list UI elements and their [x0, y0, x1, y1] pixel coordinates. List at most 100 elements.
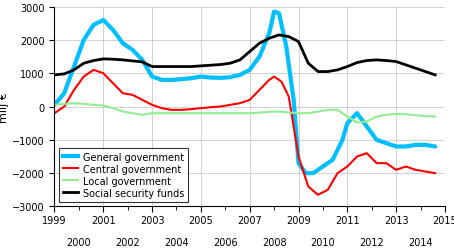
- Central government: [227, 104, 233, 107]
- General government: [81, 39, 87, 42]
- Line: Local government: Local government: [54, 104, 435, 123]
- General government: [237, 74, 243, 77]
- Central government: [130, 94, 135, 97]
- Local government: [276, 111, 282, 114]
- Local government: [384, 114, 389, 117]
- Social security funds: [71, 69, 77, 72]
- Social security funds: [345, 66, 350, 69]
- Central government: [394, 169, 399, 172]
- Local government: [316, 111, 321, 114]
- Social security funds: [91, 60, 96, 63]
- Social security funds: [208, 65, 213, 68]
- Central government: [364, 152, 370, 155]
- Local government: [237, 112, 243, 115]
- Social security funds: [169, 66, 174, 69]
- Central government: [374, 162, 380, 165]
- General government: [271, 11, 277, 14]
- Social security funds: [374, 59, 380, 62]
- Central government: [62, 106, 67, 109]
- Social security funds: [159, 66, 165, 69]
- Social security funds: [218, 64, 223, 67]
- Central government: [110, 82, 116, 85]
- Central government: [208, 106, 213, 109]
- Social security funds: [81, 62, 87, 66]
- Local government: [218, 112, 223, 115]
- Local government: [423, 115, 428, 118]
- Text: 2014: 2014: [408, 237, 433, 247]
- General government: [169, 79, 174, 82]
- Local government: [198, 112, 204, 115]
- Social security funds: [140, 61, 145, 64]
- Social security funds: [52, 74, 57, 77]
- Social security funds: [316, 71, 321, 74]
- Central government: [120, 92, 126, 95]
- Text: 2010: 2010: [311, 237, 335, 247]
- Social security funds: [364, 60, 370, 63]
- Local government: [179, 112, 184, 115]
- Social security funds: [188, 66, 194, 69]
- General government: [247, 69, 252, 72]
- Central government: [247, 99, 252, 102]
- Social security funds: [257, 43, 262, 46]
- Local government: [266, 111, 272, 114]
- Social security funds: [130, 60, 135, 63]
- General government: [276, 13, 282, 16]
- Central government: [433, 172, 438, 175]
- Central government: [279, 81, 284, 84]
- Social security funds: [335, 69, 340, 72]
- Central government: [296, 155, 301, 159]
- General government: [188, 77, 194, 80]
- General government: [284, 46, 289, 49]
- Central government: [335, 172, 340, 175]
- General government: [403, 145, 409, 148]
- Central government: [271, 76, 277, 79]
- Local government: [335, 109, 340, 112]
- Local government: [306, 112, 311, 115]
- Central government: [384, 162, 389, 165]
- Local government: [403, 113, 409, 116]
- Local government: [296, 112, 301, 115]
- Local government: [52, 104, 57, 107]
- General government: [423, 144, 428, 147]
- General government: [227, 76, 233, 79]
- Central government: [355, 155, 360, 159]
- Central government: [423, 170, 428, 173]
- General government: [257, 56, 262, 59]
- Social security funds: [266, 38, 272, 41]
- Social security funds: [247, 51, 252, 54]
- Local government: [364, 120, 370, 123]
- Central government: [101, 72, 106, 75]
- Line: Central government: Central government: [54, 71, 435, 195]
- Central government: [159, 107, 165, 110]
- Central government: [169, 109, 174, 112]
- Local government: [91, 104, 96, 107]
- General government: [140, 59, 145, 62]
- General government: [320, 165, 326, 168]
- Local government: [140, 114, 145, 117]
- Local government: [188, 112, 194, 115]
- Social security funds: [286, 36, 291, 39]
- Social security funds: [237, 59, 243, 62]
- Y-axis label: milj €: milj €: [0, 92, 9, 122]
- Local government: [413, 114, 419, 117]
- Social security funds: [227, 62, 233, 66]
- General government: [291, 99, 296, 102]
- General government: [120, 43, 126, 46]
- Central government: [237, 102, 243, 105]
- Local government: [149, 112, 155, 115]
- Central government: [179, 109, 184, 112]
- Social security funds: [62, 73, 67, 76]
- General government: [218, 77, 223, 80]
- Local government: [110, 107, 116, 110]
- Central government: [325, 188, 331, 192]
- General government: [159, 79, 165, 82]
- Social security funds: [394, 61, 399, 64]
- General government: [303, 172, 309, 175]
- Central government: [266, 79, 272, 82]
- Text: 2002: 2002: [115, 237, 140, 247]
- Social security funds: [110, 58, 116, 61]
- Social security funds: [403, 64, 409, 67]
- Local government: [71, 102, 77, 105]
- Social security funds: [413, 68, 419, 71]
- Legend: General government, Central government, Local government, Social security funds: General government, Central government, …: [59, 148, 188, 202]
